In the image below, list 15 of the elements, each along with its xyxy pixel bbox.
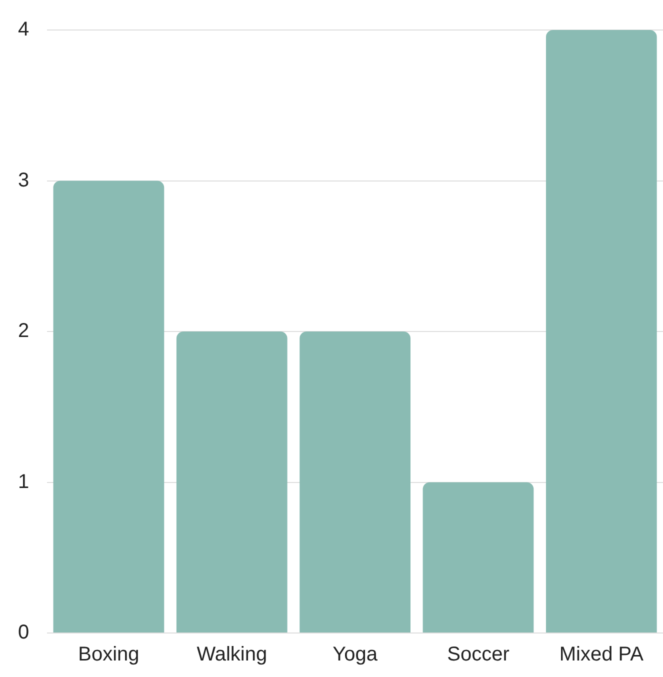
bar — [546, 30, 657, 632]
bar — [422, 482, 534, 632]
x-tick-label: Yoga — [332, 644, 378, 666]
bar — [53, 180, 164, 632]
x-tick-label: Walking — [196, 644, 268, 666]
bar — [176, 332, 288, 632]
x-tick-label: Mixed PA — [559, 644, 644, 666]
x-tick-label: Soccer — [447, 644, 510, 666]
y-tick-label: 1 — [18, 470, 30, 493]
y-tick-label: 0 — [18, 622, 30, 644]
y-tick-label: 2 — [18, 320, 30, 342]
bar — [300, 332, 410, 632]
x-tick-label: Boxing — [78, 644, 140, 666]
y-tick-label: 4 — [18, 18, 30, 41]
y-tick-label: 3 — [18, 169, 30, 192]
